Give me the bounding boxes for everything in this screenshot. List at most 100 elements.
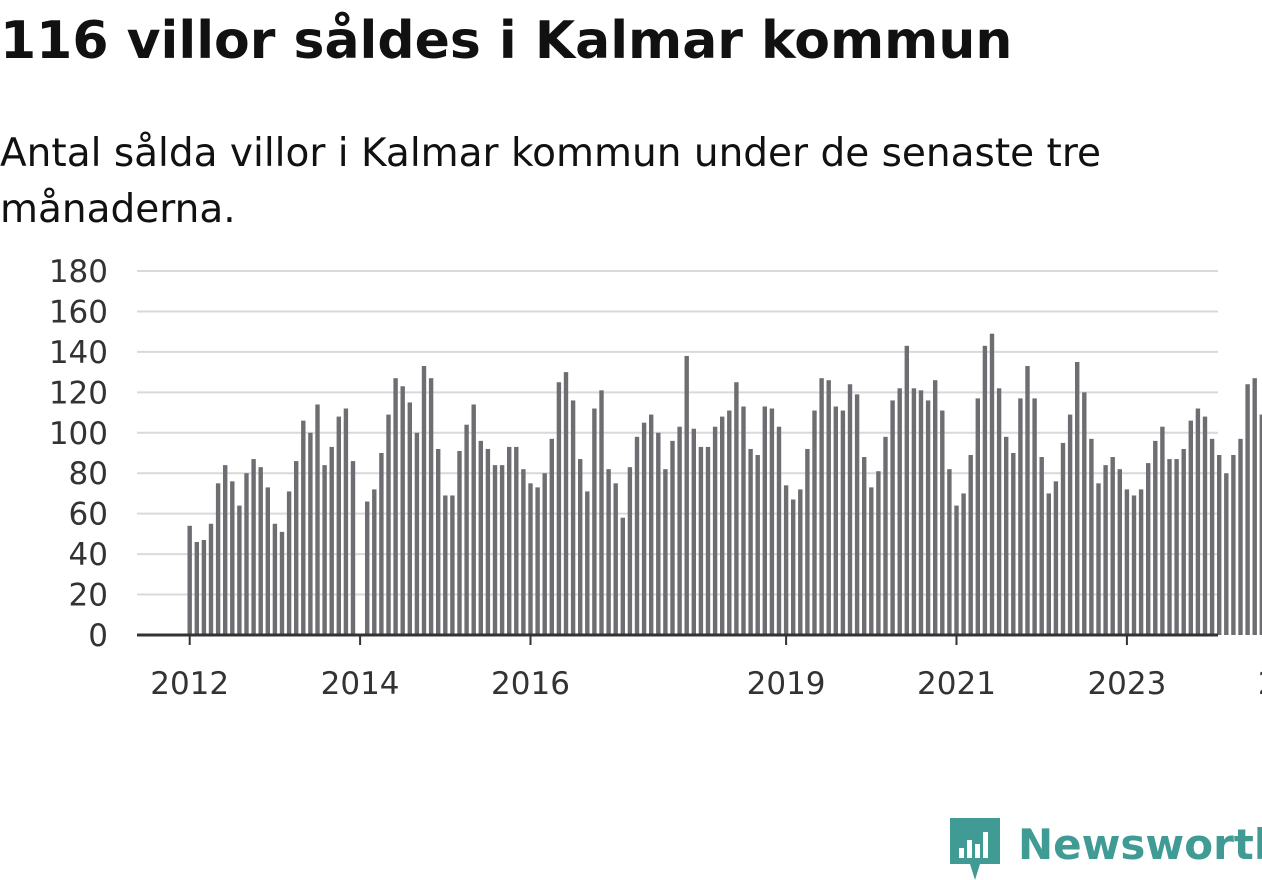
bar [1075,362,1079,635]
bar [777,427,781,635]
bar [862,457,866,635]
bar [1103,465,1107,635]
bar [905,346,909,635]
bar [926,400,930,635]
bar [848,384,852,635]
bar [621,518,625,635]
bar [422,366,426,635]
y-tick-label: 140 [49,335,108,371]
bar [592,409,596,635]
bar [954,506,958,635]
bar [727,411,731,635]
bar [841,411,845,635]
bar [564,372,568,635]
bar [756,455,760,635]
bar [1089,439,1093,635]
bar [969,455,973,635]
bar [351,461,355,635]
bar [195,542,199,635]
bar [1146,463,1150,635]
bar [472,404,476,635]
x-tick-label: 2012 [150,666,229,702]
bar [436,449,440,635]
bar [1189,421,1193,635]
x-tick-label: 2019 [747,666,826,702]
bar [365,502,369,635]
bar [890,400,894,635]
bar [1139,489,1143,635]
y-tick-label: 180 [49,254,108,290]
x-tick-label: 2025 [1258,666,1262,702]
bar [1196,409,1200,635]
y-tick-label: 40 [69,537,108,573]
bar [1217,455,1221,635]
bar [819,378,823,635]
bar [649,415,653,635]
bar [1174,459,1178,635]
y-tick-label: 120 [49,375,108,411]
bar [791,500,795,635]
bar [1025,366,1029,635]
bar [1210,439,1214,635]
bar [599,390,603,635]
bar [429,378,433,635]
bar [933,380,937,635]
bar [1068,415,1072,635]
bar [692,429,696,635]
bar [784,485,788,635]
bar [720,417,724,635]
bar [976,398,980,635]
bar [393,378,397,635]
brand-name: Newsworthy [1018,820,1262,870]
bar [507,447,511,635]
bar [1167,459,1171,635]
bar [1245,384,1249,635]
bar [677,427,681,635]
bar [1160,427,1164,635]
bar [230,481,234,635]
x-tick-label: 2014 [321,666,400,702]
bar [223,465,227,635]
bar [571,400,575,635]
bar [997,388,1001,635]
bar [528,483,532,635]
bar [713,427,717,635]
bar [1153,441,1157,635]
bar [259,467,263,635]
bar [869,487,873,635]
bar [585,491,589,635]
bar [450,495,454,635]
bar [578,459,582,635]
bar [734,382,738,635]
bar [763,406,767,635]
bar [415,433,419,635]
bar [1011,453,1015,635]
bar [557,382,561,635]
bar [408,402,412,635]
bar [1132,495,1136,635]
bar [337,417,341,635]
bar [1096,483,1100,635]
bar [1231,455,1235,635]
bar [685,356,689,635]
bar [1040,457,1044,635]
bar [898,388,902,635]
bar [663,469,667,635]
brand-logo: Newsworthy [950,818,1262,880]
bar [876,471,880,635]
chart-title: 116 villor såldes i Kalmar kommun [0,6,1012,76]
bar [912,388,916,635]
bar [308,433,312,635]
bar [770,409,774,635]
bar [315,404,319,635]
bar [1004,437,1008,635]
bar [280,532,284,635]
bar [947,469,951,635]
bar [990,334,994,635]
bar [614,483,618,635]
y-tick-label: 100 [49,416,108,452]
bar [486,449,490,635]
bar [479,441,483,635]
bar [1082,392,1086,635]
x-axis-ticks: 2012201420162019202120232025 [150,635,1262,702]
